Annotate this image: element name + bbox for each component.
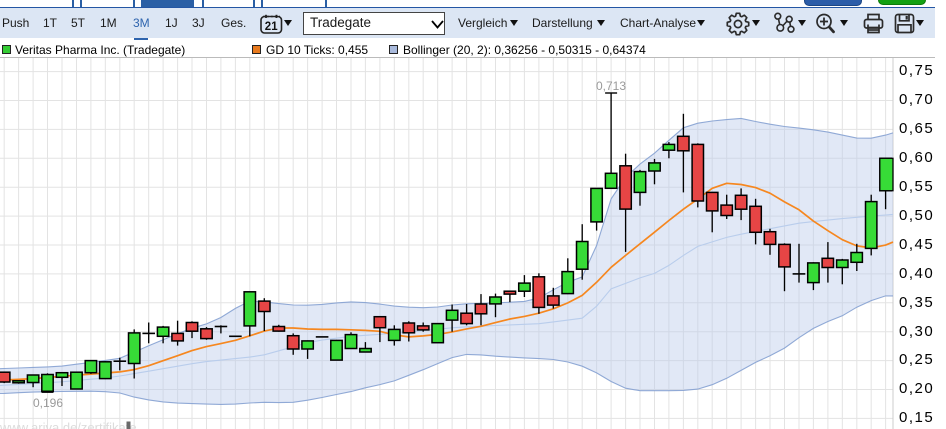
svg-text:0,713: 0,713: [596, 79, 626, 93]
svg-text:0,196: 0,196: [33, 396, 63, 410]
svg-text:21: 21: [265, 21, 278, 33]
svg-text:www.ariva.de/zertifikate: www.ariva.de/zertifikate: [0, 420, 137, 429]
